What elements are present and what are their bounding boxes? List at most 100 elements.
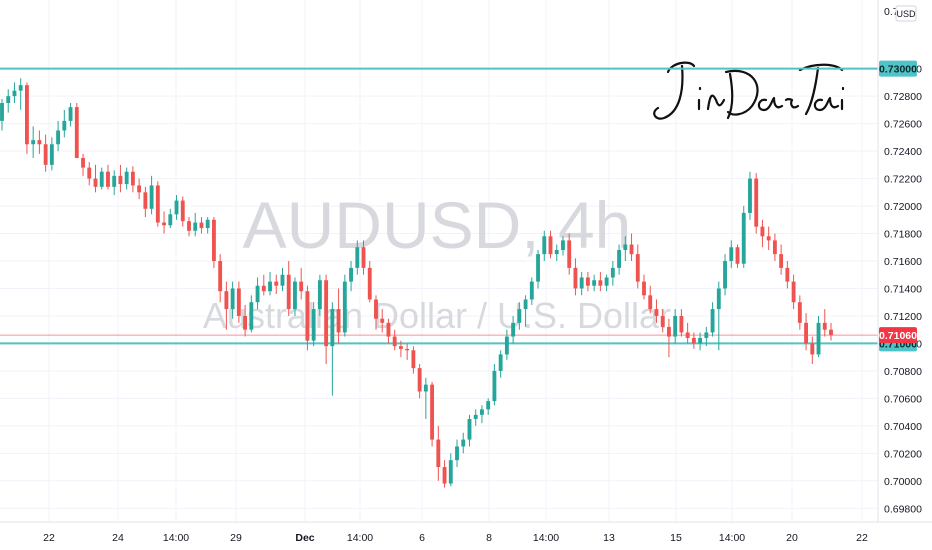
candle-body: [99, 171, 104, 187]
candle-body: [230, 288, 235, 310]
time-tick-label: 14:00: [719, 532, 745, 544]
candle-body: [791, 281, 796, 303]
candle: [274, 274, 279, 294]
candle: [255, 277, 260, 310]
candle-body: [498, 354, 503, 371]
candle-body: [598, 280, 603, 286]
candle-body: [748, 178, 752, 213]
candle: [436, 425, 441, 481]
candle: [523, 295, 528, 327]
candle: [93, 164, 98, 193]
candle-body: [573, 267, 578, 289]
candle-body: [486, 401, 491, 410]
candle-body: [523, 299, 528, 310]
candle: [187, 217, 191, 237]
time-tick-label: 24: [112, 532, 124, 544]
candle: [567, 233, 572, 275]
candle-body: [504, 336, 509, 355]
candle: [405, 343, 410, 360]
candle-body: [380, 318, 385, 323]
candle: [25, 82, 29, 154]
candle-body: [417, 368, 422, 392]
candle-body: [461, 439, 466, 447]
time-axis-ticks: 22 24 14:00 29 Dec 14:00 6 8 14:00 13 15 14:00 20 22: [43, 532, 868, 544]
currency-box[interactable]: USD: [895, 5, 917, 22]
price-tick-label: 0.71800: [884, 229, 922, 241]
candle-body: [249, 302, 254, 330]
candle: [635, 244, 640, 289]
price-tick-label: 0.70200: [884, 448, 922, 460]
candle-body: [822, 322, 827, 330]
candle-body: [691, 337, 696, 344]
candle-body: [280, 274, 285, 286]
candle-body: [324, 280, 329, 347]
candle: [349, 261, 353, 292]
candle: [741, 206, 746, 268]
candle-body: [255, 285, 260, 303]
candle-body: [629, 244, 634, 255]
time-axis[interactable]: 22 24 14:00 29 Dec 14:00 6 8 14:00 13 15 14:00 20 22: [0, 521, 932, 544]
candle-body: [698, 337, 703, 344]
candle-body: [766, 236, 771, 241]
symbol-watermark: AUDUSD, 4h Australian Dollar / U.S. Doll…: [203, 188, 671, 336]
time-tick-label: 8: [486, 532, 492, 544]
candle: [629, 233, 634, 261]
candle-body: [49, 144, 54, 165]
candle: [286, 261, 291, 316]
time-tick-label: 13: [603, 532, 615, 544]
candle: [386, 318, 391, 344]
candle: [155, 181, 160, 227]
price-tick-label: 0.70000: [884, 476, 922, 488]
candle: [442, 460, 447, 488]
candle: [74, 103, 79, 158]
candle: [6, 89, 11, 113]
time-tick-label: 15: [670, 532, 682, 544]
candle: [118, 164, 123, 193]
candle-body: [716, 288, 721, 310]
candle-body: [342, 281, 347, 333]
candle-body: [162, 222, 166, 226]
candle-body: [797, 302, 802, 323]
candle: [791, 274, 796, 310]
candle: [548, 230, 553, 259]
candle: [417, 364, 422, 399]
candle: [529, 277, 534, 305]
candle-body: [585, 277, 590, 286]
candle-body: [355, 247, 360, 268]
candle-body: [804, 322, 808, 344]
candle: [766, 226, 771, 251]
candle: [729, 240, 734, 268]
candle: [498, 350, 503, 378]
candle: [180, 196, 185, 227]
price-tick-label: 0.72000: [884, 201, 922, 213]
candle: [380, 309, 385, 333]
candle: [561, 236, 565, 256]
candle-body: [816, 322, 821, 355]
current-price-tag: 0.71060: [879, 327, 917, 344]
candle: [330, 302, 335, 396]
candle: [760, 219, 765, 248]
candle-body: [436, 439, 441, 468]
time-tick-label: 6: [419, 532, 425, 544]
candle-body: [673, 315, 678, 337]
candle: [342, 274, 347, 337]
candle: [648, 285, 653, 314]
candle-body: [635, 254, 640, 282]
candle: [554, 244, 559, 261]
price-axis[interactable]: 0.69800 0.70000 0.70200 0.70400 0.70600 0.708…: [877, 0, 922, 522]
candle: [99, 167, 104, 190]
horizontal-lines[interactable]: [0, 67, 878, 345]
candle: [162, 211, 166, 234]
price-tick-label: 0.70800: [884, 366, 922, 378]
candle-body: [810, 343, 815, 355]
candle: [62, 109, 67, 138]
time-tick-label: 22: [43, 532, 55, 544]
candle: [698, 332, 703, 351]
candle: [685, 322, 690, 344]
currency-label: USD: [896, 9, 916, 19]
candle-body: [299, 281, 304, 292]
candle: [31, 126, 36, 158]
